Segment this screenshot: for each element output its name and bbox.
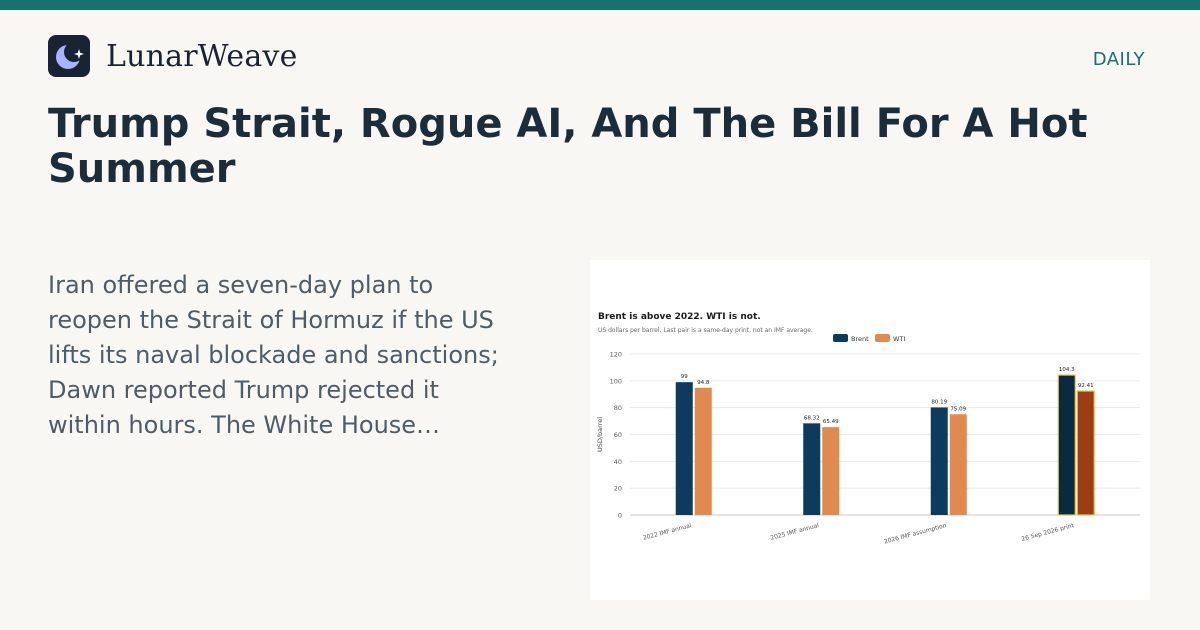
chart-subtitle: US dollars per barrel. Last pair is a sa… [598, 327, 813, 334]
bar-value-label: 92.41 [1078, 383, 1094, 389]
brand-name: LunarWeave [106, 38, 298, 74]
y-tick-label: 60 [614, 431, 622, 439]
y-tick-label: 40 [614, 458, 622, 466]
top-accent-bar [0, 0, 1200, 10]
bar-value-label: 104.3 [1059, 367, 1075, 373]
section-label[interactable]: DAILY [1092, 49, 1145, 70]
bar-wti [694, 387, 712, 515]
x-tick-label: 2025 IMF annual [770, 522, 820, 542]
y-tick-label: 120 [610, 351, 622, 359]
bar-chart: Brent is above 2022. WTI is not. US dolla… [596, 312, 1140, 546]
legend-swatch-wti [875, 334, 890, 342]
headline: Trump Strait, Rogue AI, And The Bill For… [48, 101, 1088, 192]
x-tick-label: 26 Sep 2026 print [1021, 522, 1076, 543]
x-tick-label: 2026 IMF assumption [883, 522, 947, 545]
bar-value-label: 68.32 [804, 415, 820, 421]
bar-value-label: 75.09 [950, 406, 966, 412]
y-tick-label: 0 [618, 512, 622, 520]
bar-value-label: 80.19 [931, 399, 947, 405]
legend-label-brent: Brent [851, 335, 869, 343]
bar-wti [949, 414, 967, 515]
bar-value-label: 99 [681, 374, 688, 380]
bar-value-label: 94.8 [697, 380, 710, 386]
chart-title: Brent is above 2022. WTI is not. [598, 312, 761, 322]
y-tick-label: 80 [614, 404, 622, 412]
excerpt: Iran offered a seven-day plan to reopen … [48, 271, 499, 439]
x-tick-label: 2022 IMF annual [642, 522, 692, 542]
bar-brent [675, 382, 693, 515]
chart-card: Brent is above 2022. WTI is not. US dolla… [590, 260, 1150, 600]
brand[interactable]: LunarWeave [48, 35, 298, 77]
bar-brent [1057, 374, 1076, 516]
y-axis-label: USD/barrel [596, 417, 604, 452]
bar-brent [803, 423, 821, 515]
bar-wti [1076, 390, 1095, 516]
bar-wti [822, 427, 840, 515]
bar-value-label: 65.49 [823, 419, 839, 425]
legend-label-wti: WTI [893, 335, 905, 343]
bar-brent [930, 407, 948, 515]
moon-star-icon [48, 35, 90, 77]
y-tick-label: 20 [614, 485, 622, 493]
legend-swatch-brent [833, 334, 848, 342]
y-tick-label: 100 [610, 377, 622, 385]
